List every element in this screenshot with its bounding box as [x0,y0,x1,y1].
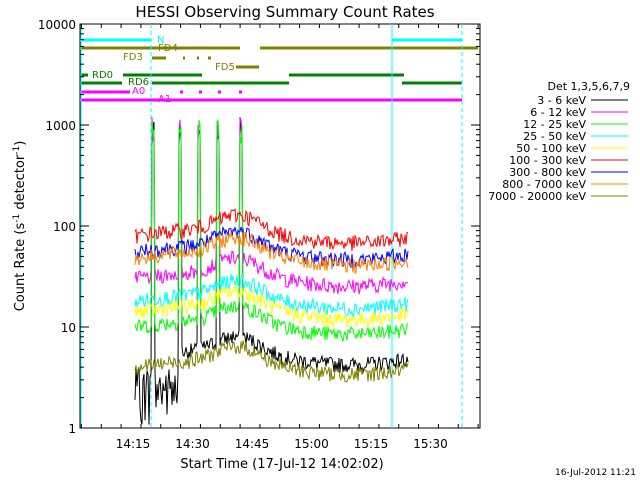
x-axis: 14:15 14:30 14:45 15:00 15:15 15:30 [80,24,479,451]
series-line [134,225,409,269]
y-tick-label: 10000 [38,18,76,32]
legend-label: 7000 - 20000 keV [488,190,586,203]
y-tick-label: 1000 [45,119,76,133]
flag-label: A0 [132,86,145,97]
legend-label: 12 - 25 keV [523,118,586,131]
x-tick-label: 14:15 [116,437,151,451]
series-line [134,339,409,383]
flag-label: RD6 [128,77,149,88]
series-lines [134,117,409,425]
flag-label: FD4 [158,43,178,54]
x-tick-label: 14:30 [175,437,210,451]
flag-label: FD5 [215,62,235,73]
y-axis-label: Count Rate (s-1 detector-1) [12,141,28,312]
y-tick-label: 1 [68,422,76,436]
chart-title: HESSI Observing Summary Count Rates [135,3,434,21]
flag-label: RD0 [92,70,113,81]
legend-label: 3 - 6 keV [537,94,586,107]
legend-label: 100 - 300 keV [509,154,586,167]
legend-title: Det 1,3,5,6,7,9 [547,80,630,93]
flag-label: A1 [158,94,171,105]
legend-label: 300 - 800 keV [509,166,586,179]
flag-label: FD3 [123,52,143,63]
series-line [134,284,409,329]
x-tick-label: 14:45 [235,437,270,451]
legend-label: 800 - 7000 keV [502,178,586,191]
x-tick-label: 15:15 [354,437,389,451]
legend-label: 50 - 100 keV [516,142,586,155]
y-axis: 1 10 100 1000 10000 [38,18,480,436]
y-tick-label: 10 [61,321,76,335]
series-line [134,231,409,275]
y-tick-label: 100 [53,220,76,234]
x-tick-label: 15:30 [413,437,448,451]
legend-label: 6 - 12 keV [530,106,586,119]
flag-label: N [157,35,164,46]
series-line [134,119,409,342]
x-axis-label: Start Time (17-Jul-12 14:02:02) [180,457,383,472]
series-line [134,272,409,317]
timestamp: 16-Jul-2012 11:21 [555,468,636,478]
x-tick-label: 15:00 [294,437,329,451]
series-line [134,208,409,252]
legend-label: 25 - 50 keV [523,130,586,143]
